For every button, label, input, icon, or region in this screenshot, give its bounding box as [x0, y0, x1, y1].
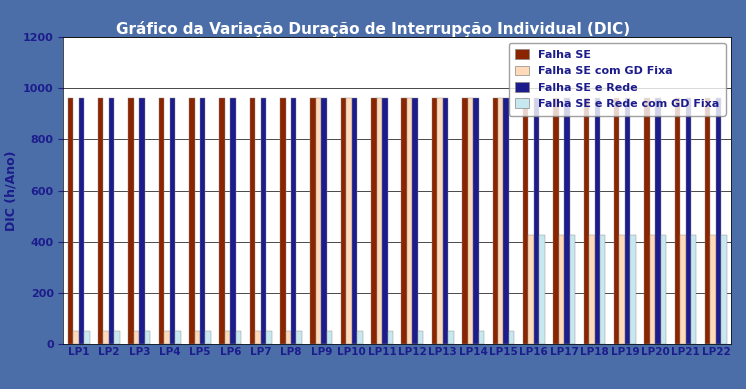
Bar [316, 98, 322, 344]
Bar [691, 235, 697, 344]
Bar [619, 235, 625, 344]
Bar [418, 331, 423, 344]
Bar [296, 331, 302, 344]
Bar [534, 98, 539, 344]
Bar [225, 331, 231, 344]
Bar [432, 98, 437, 344]
Bar [539, 235, 545, 344]
Bar [661, 235, 666, 344]
Bar [680, 235, 686, 344]
Bar [231, 98, 236, 344]
Bar [686, 98, 691, 344]
Bar [114, 331, 120, 344]
Bar [372, 98, 377, 344]
Bar [401, 98, 407, 344]
Bar [200, 98, 205, 344]
Bar [448, 331, 454, 344]
Bar [498, 98, 504, 344]
Bar [413, 98, 418, 344]
Bar [504, 98, 509, 344]
Text: Gráfico da Variação Duração de Interrupção Individual (DIC): Gráfico da Variação Duração de Interrupç… [116, 21, 630, 37]
Bar [128, 98, 134, 344]
Bar [205, 331, 211, 344]
Bar [159, 98, 164, 344]
Legend: Falha SE, Falha SE com GD Fixa, Falha SE e Rede, Falha SE e Rede com GD Fixa: Falha SE, Falha SE com GD Fixa, Falha SE… [509, 42, 726, 116]
Bar [236, 331, 241, 344]
Bar [169, 98, 175, 344]
Bar [195, 331, 200, 344]
Bar [473, 98, 479, 344]
Y-axis label: DIC (h/Ano): DIC (h/Ano) [4, 151, 17, 231]
Bar [630, 235, 636, 344]
Bar [109, 98, 114, 344]
Bar [255, 331, 260, 344]
Bar [78, 98, 84, 344]
Bar [68, 98, 73, 344]
Bar [650, 235, 655, 344]
Bar [134, 331, 140, 344]
Bar [600, 235, 606, 344]
Bar [140, 98, 145, 344]
Bar [104, 331, 109, 344]
Bar [357, 331, 363, 344]
Bar [346, 98, 351, 344]
Bar [291, 98, 296, 344]
Bar [492, 98, 498, 344]
Bar [351, 98, 357, 344]
Bar [479, 331, 484, 344]
Bar [189, 98, 195, 344]
Bar [583, 98, 589, 344]
Bar [523, 98, 528, 344]
Bar [721, 235, 727, 344]
Bar [73, 331, 78, 344]
Bar [377, 98, 382, 344]
Bar [554, 98, 559, 344]
Bar [645, 98, 650, 344]
Bar [443, 98, 448, 344]
Bar [614, 98, 619, 344]
Bar [570, 235, 575, 344]
Bar [705, 98, 710, 344]
Bar [310, 98, 316, 344]
Bar [382, 98, 387, 344]
Bar [327, 331, 332, 344]
Bar [286, 331, 291, 344]
Bar [595, 98, 600, 344]
Bar [564, 98, 570, 344]
Bar [559, 235, 564, 344]
Bar [528, 235, 534, 344]
Bar [625, 98, 630, 344]
Bar [145, 331, 150, 344]
Bar [84, 331, 90, 344]
Bar [716, 98, 721, 344]
Bar [387, 331, 393, 344]
Bar [98, 98, 104, 344]
Bar [509, 331, 515, 344]
Bar [463, 98, 468, 344]
Bar [655, 98, 661, 344]
Bar [280, 98, 286, 344]
Bar [322, 98, 327, 344]
Bar [219, 98, 225, 344]
Bar [266, 331, 272, 344]
Bar [175, 331, 181, 344]
Bar [260, 98, 266, 344]
Bar [710, 235, 716, 344]
Bar [589, 235, 595, 344]
Bar [341, 98, 346, 344]
Bar [407, 98, 413, 344]
Bar [468, 98, 473, 344]
Bar [437, 98, 443, 344]
Bar [250, 98, 255, 344]
Bar [164, 331, 169, 344]
Bar [674, 98, 680, 344]
